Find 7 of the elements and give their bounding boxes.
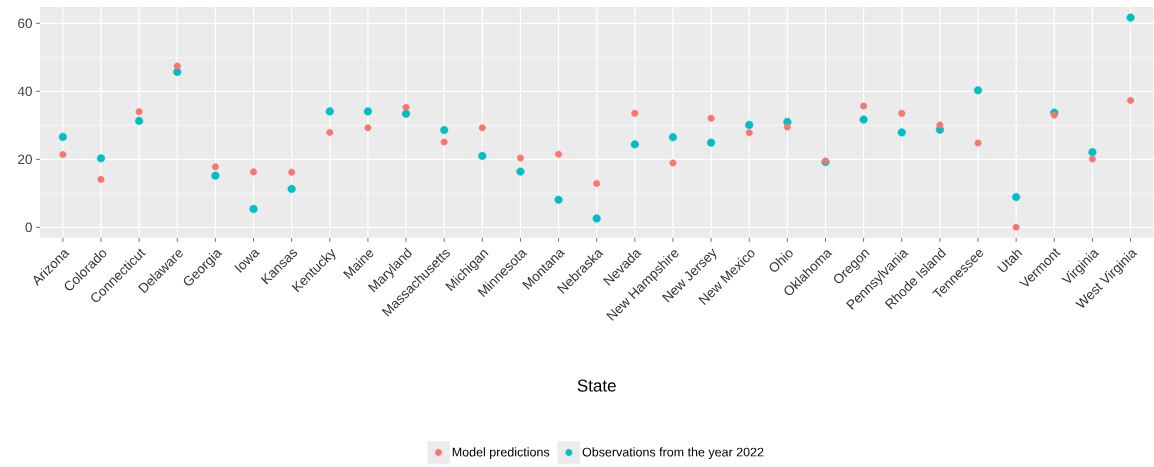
y-tick-label: 60 <box>18 18 32 29</box>
y-tick-label: 40 <box>17 86 32 97</box>
y-tick-label: 0 <box>25 222 32 233</box>
legend-label: Model predictions <box>452 447 550 460</box>
y-tick-label: 20 <box>18 154 32 165</box>
legend-label: Observations from the year 2022 <box>582 447 764 460</box>
x-axis-title: State <box>577 379 616 392</box>
